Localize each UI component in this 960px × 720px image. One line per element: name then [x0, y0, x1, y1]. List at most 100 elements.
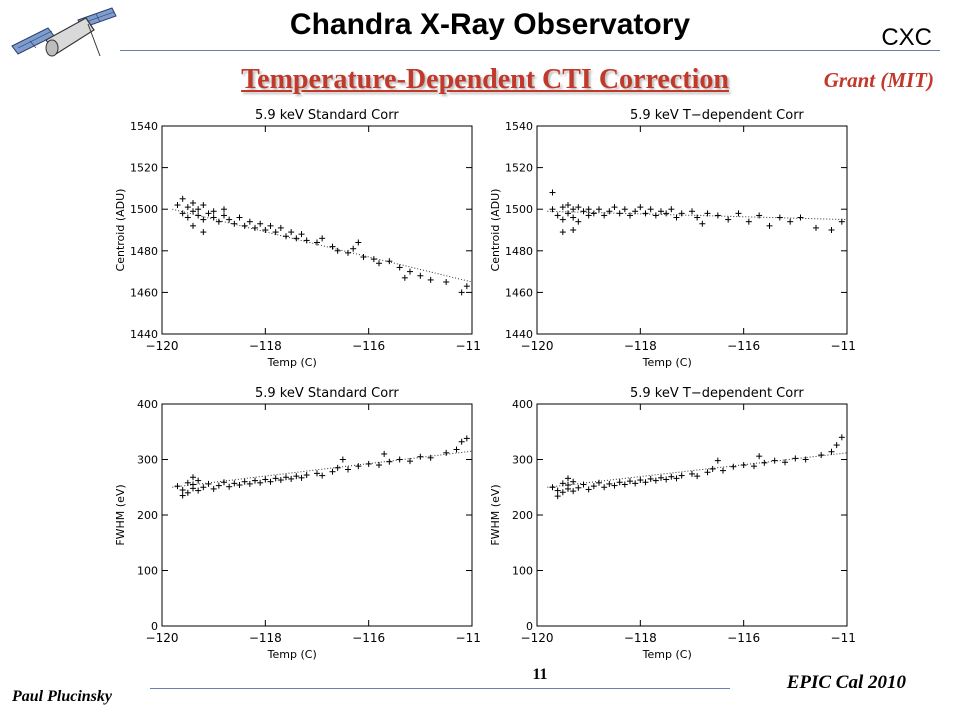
- data-point: [704, 210, 711, 217]
- data-point: [663, 476, 670, 483]
- data-point: [381, 450, 388, 457]
- y-tick-label: 1500: [505, 203, 533, 216]
- data-point: [329, 468, 336, 475]
- x-axis-label: Temp (C): [267, 356, 317, 369]
- data-point: [252, 224, 258, 231]
- data-point: [453, 446, 460, 453]
- data-point: [200, 229, 207, 236]
- data-point: [293, 235, 300, 242]
- data-point: [559, 229, 566, 236]
- data-point: [417, 453, 424, 460]
- data-point: [427, 276, 434, 283]
- data-point: [554, 493, 561, 500]
- data-point: [559, 489, 566, 496]
- data-point: [427, 454, 434, 461]
- data-point: [601, 212, 608, 219]
- fit-line: [172, 450, 473, 488]
- y-tick-label: 1520: [505, 162, 533, 175]
- data-point: [621, 481, 628, 488]
- data-point: [246, 218, 253, 225]
- data-point: [370, 256, 377, 263]
- data-point: [596, 206, 602, 213]
- data-point: [215, 482, 222, 489]
- data-point: [190, 199, 196, 206]
- y-tick-label: 1440: [505, 328, 533, 341]
- data-point: [678, 210, 685, 217]
- data-point: [396, 456, 403, 463]
- data-point: [735, 210, 742, 217]
- data-point: [699, 220, 706, 227]
- data-point: [673, 214, 680, 221]
- data-point: [606, 208, 613, 215]
- data-point: [458, 289, 465, 296]
- data-point: [709, 465, 716, 472]
- y-axis-label: FWHM (eV): [489, 484, 502, 545]
- data-point: [236, 214, 243, 221]
- data-point: [267, 222, 274, 229]
- x-tick-label: −116: [352, 631, 385, 645]
- data-point: [200, 216, 207, 223]
- data-point: [570, 488, 577, 495]
- x-tick-label: −118: [249, 631, 282, 645]
- data-point: [417, 272, 424, 279]
- data-point: [345, 466, 351, 473]
- data-point: [559, 204, 566, 211]
- data-point: [590, 210, 597, 217]
- x-tick-label: −114: [831, 339, 855, 353]
- data-point: [303, 237, 310, 244]
- data-point: [205, 210, 212, 217]
- data-point: [658, 474, 664, 481]
- data-point: [184, 489, 191, 496]
- data-point: [559, 480, 566, 487]
- data-point: [611, 204, 618, 211]
- fit-line: [547, 452, 848, 488]
- data-point: [334, 464, 341, 471]
- data-point: [376, 260, 382, 267]
- data-point: [210, 485, 217, 492]
- data-point: [314, 470, 320, 477]
- data-point: [575, 484, 582, 491]
- data-point: [585, 486, 592, 493]
- y-tick-label: 1480: [130, 245, 158, 258]
- data-point: [792, 455, 799, 462]
- data-point: [277, 477, 284, 484]
- data-point: [565, 485, 571, 492]
- data-point: [252, 477, 258, 484]
- data-point: [704, 469, 711, 476]
- x-tick-label: −118: [624, 631, 657, 645]
- data-point: [257, 220, 264, 227]
- y-tick-label: 100: [137, 565, 158, 578]
- plot-frame: [536, 403, 848, 627]
- data-point: [652, 477, 659, 484]
- x-tick-label: −116: [727, 339, 760, 353]
- data-point: [458, 438, 465, 445]
- y-tick-label: 1520: [130, 162, 158, 175]
- data-point: [241, 222, 248, 229]
- data-point: [277, 224, 284, 231]
- data-point: [771, 457, 778, 464]
- data-point: [549, 189, 556, 196]
- data-point: [355, 239, 362, 246]
- chart-centroid-standard: 5.9 keV Standard Corr −120 −118 −116 −114 144…: [114, 108, 480, 369]
- data-point: [833, 442, 840, 449]
- data-point: [761, 459, 768, 466]
- data-point: [226, 216, 233, 223]
- y-axis-label: Centroid (ADU): [489, 189, 502, 272]
- y-axis-label: Centroid (ADU): [114, 189, 127, 272]
- data-point: [559, 216, 566, 223]
- plot-frame: [161, 125, 473, 335]
- data-point: [554, 212, 561, 219]
- data-point: [565, 210, 571, 217]
- page-title: Chandra X-Ray Observatory: [289, 8, 691, 41]
- data-point: [288, 229, 295, 236]
- data-point: [407, 268, 413, 275]
- data-point: [658, 208, 664, 215]
- y-tick-label: 300: [512, 454, 533, 467]
- data-point: [200, 484, 207, 491]
- data-point: [838, 218, 845, 225]
- slide-subtitle: Temperature-Dependent CTI Correction: [241, 64, 729, 95]
- data-point: [668, 206, 675, 213]
- data-point: [283, 233, 289, 240]
- data-point: [751, 463, 757, 470]
- data-point: [647, 206, 654, 213]
